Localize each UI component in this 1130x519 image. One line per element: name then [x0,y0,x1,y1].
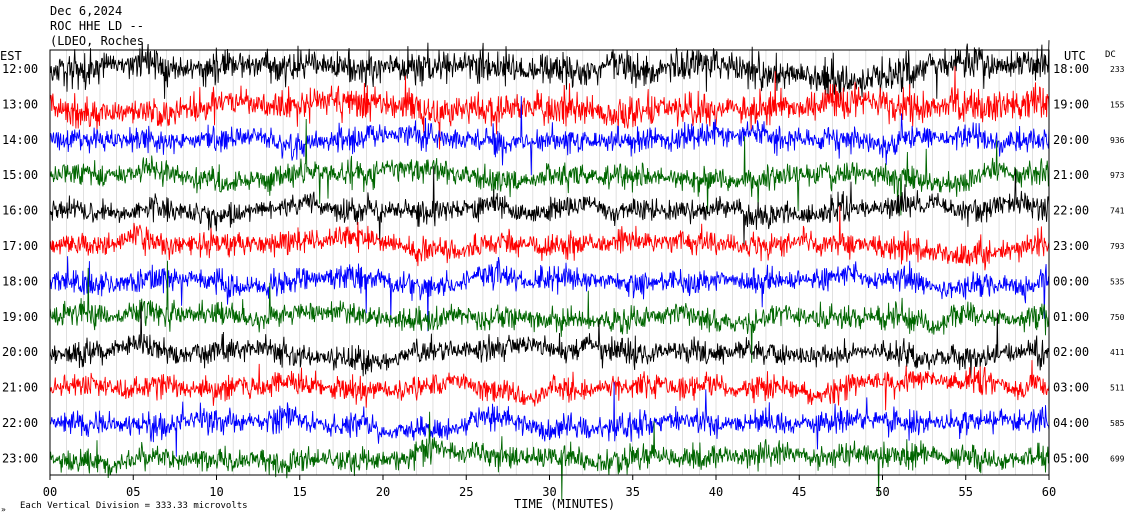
est-hour-label: 14:00 [2,133,38,147]
trace-line [49,118,1050,216]
est-hour-label: 21:00 [2,381,38,395]
utc-hour-label: 19:00 [1053,97,1089,111]
dc-offset-label: 511 [1110,384,1125,393]
x-tick-label: 45 [792,485,806,499]
row-labels: 12:00 18:00 233 13:00 19:00 155 14:00 20:00 936 1… [2,62,1125,465]
dc-offset-label: 741 [1110,207,1125,216]
corner-mark: » [1,505,6,514]
x-tick-label: 30 [542,485,556,499]
header-network: (LDEO, Roches [50,34,144,48]
est-hour-label: 19:00 [2,310,38,324]
trace-line [49,360,1050,411]
x-axis-title: TIME (MINUTES) [514,497,615,511]
utc-hour-label: 01:00 [1053,310,1089,324]
minute-gridlines [66,50,1033,475]
trace-line [49,382,1050,457]
est-hour-label: 12:00 [2,62,38,76]
x-tick-label: 60 [1042,485,1056,499]
trace-line [49,205,1050,271]
utc-hour-label: 23:00 [1053,239,1089,253]
dc-offset-label: 535 [1110,277,1125,286]
dc-offset-label: 233 [1110,65,1125,74]
x-tick-label: 50 [875,485,889,499]
est-hour-label: 20:00 [2,345,38,359]
dc-offset-label: 411 [1110,348,1125,357]
x-tick-label: 15 [293,485,307,499]
utc-hour-label: 22:00 [1053,204,1089,218]
est-hour-label: 18:00 [2,274,38,288]
dc-label: DC [1105,50,1116,60]
trace-line [49,260,1050,363]
x-tick-label: 35 [626,485,640,499]
utc-hour-label: 04:00 [1053,416,1089,430]
est-axis-label: EST [0,49,22,63]
trace-line [49,166,1050,245]
utc-hour-label: 20:00 [1053,133,1089,147]
utc-hour-label: 21:00 [1053,168,1089,182]
x-tick-label: 05 [126,485,140,499]
x-tick-label: 00 [43,485,57,499]
x-axis-ticks: 00 05 10 15 20 25 30 35 40 45 50 55 60 [43,475,1056,499]
est-hour-label: 13:00 [2,97,38,111]
utc-hour-label: 05:00 [1053,451,1089,465]
est-hour-label: 15:00 [2,168,38,182]
est-hour-label: 23:00 [2,451,38,465]
utc-hour-label: 18:00 [1053,62,1089,76]
dc-offset-label: 155 [1110,100,1125,109]
dc-offset-label: 699 [1110,454,1125,463]
trace-line [49,302,1050,378]
dc-offset-label: 750 [1110,313,1125,322]
dc-offset-label: 973 [1110,171,1125,180]
x-tick-label: 10 [209,485,223,499]
trace-line [49,66,1050,150]
dc-offset-label: 936 [1110,136,1125,145]
est-hour-label: 17:00 [2,239,38,253]
utc-hour-label: 03:00 [1053,381,1089,395]
x-tick-label: 20 [376,485,390,499]
x-tick-label: 55 [959,485,973,499]
est-hour-label: 16:00 [2,204,38,218]
trace-line [49,256,1050,332]
trace-line [49,411,1050,501]
utc-hour-label: 00:00 [1053,274,1089,288]
utc-hour-label: 02:00 [1053,345,1089,359]
utc-axis-label: UTC [1064,49,1086,63]
header-station: ROC HHE LD -- [50,19,144,33]
est-hour-label: 22:00 [2,416,38,430]
trace-line [49,96,1050,176]
scale-footnote: Each Vertical Division = 333.33 microvol… [20,501,248,511]
trace-line [49,40,1050,102]
dc-offset-label: 793 [1110,242,1125,251]
x-tick-label: 25 [459,485,473,499]
dc-offset-label: 585 [1110,419,1125,428]
x-tick-label: 40 [709,485,723,499]
seismic-traces [49,40,1050,501]
header-date: Dec 6,2024 [50,4,123,18]
